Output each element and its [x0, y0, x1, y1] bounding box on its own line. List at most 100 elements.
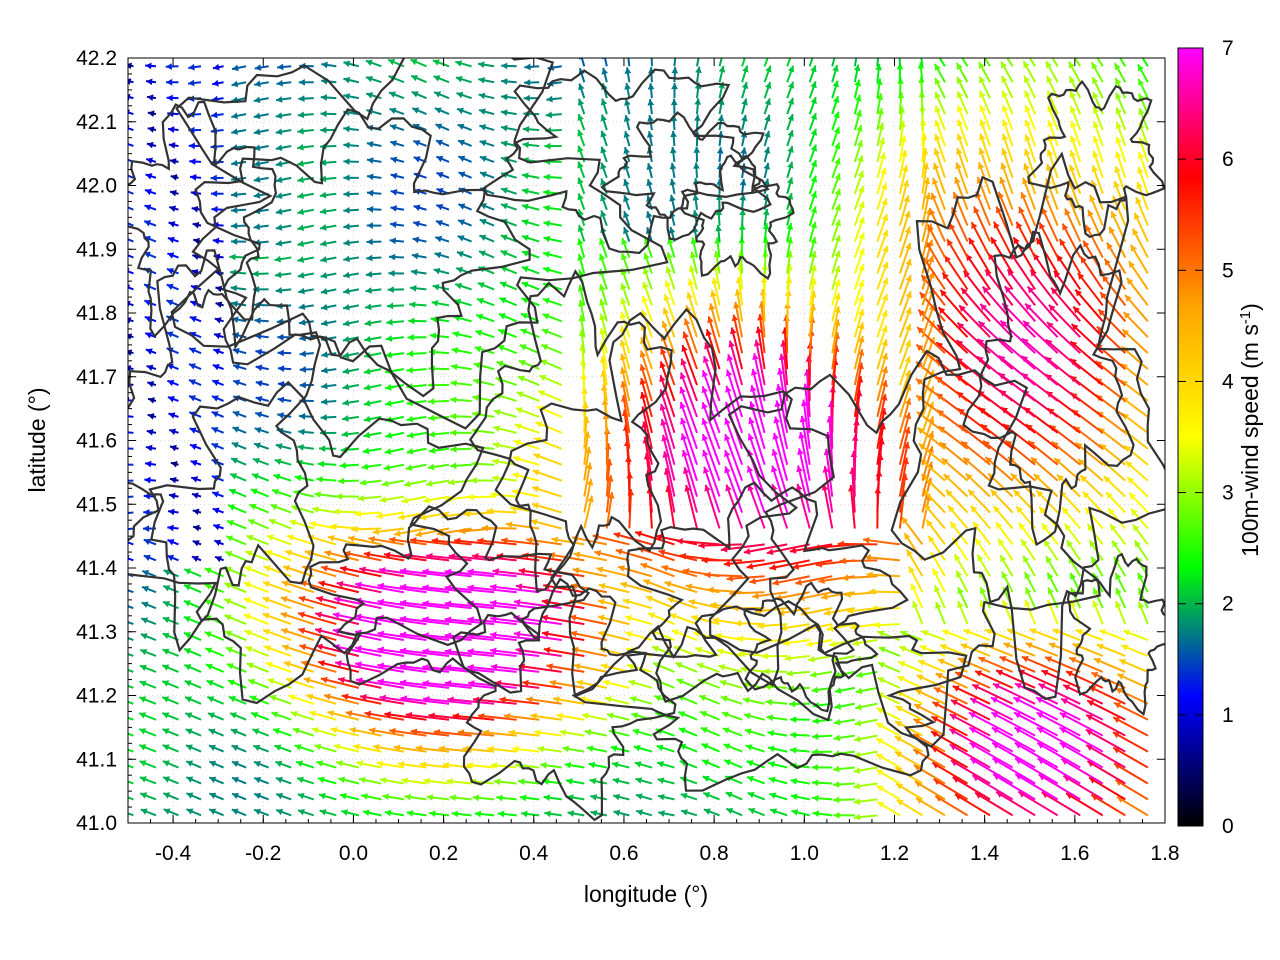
- wind-vector-shaft: [758, 313, 766, 354]
- wind-vector-head: [377, 630, 385, 638]
- wind-vector-head: [634, 761, 642, 768]
- wind-vector-head: [788, 49, 794, 56]
- wind-vector-head: [343, 174, 350, 182]
- wind-vector-head: [253, 191, 261, 199]
- wind-vector-head: [147, 110, 155, 118]
- wind-vector-head: [163, 601, 170, 608]
- wind-vector-head: [905, 323, 912, 331]
- colorbar-title: 100m-wind speed (m s-1): [1237, 303, 1264, 557]
- wind-vector-head: [298, 413, 306, 420]
- wind-vector-head: [856, 671, 863, 679]
- wind-vector-head: [1092, 587, 1100, 595]
- wind-vector-head: [364, 710, 372, 718]
- wind-vector-shaft: [853, 362, 863, 402]
- wind-vector-head: [577, 225, 585, 233]
- wind-vector-head: [1024, 119, 1031, 127]
- wind-vector-shaft: [949, 713, 991, 737]
- wind-vector-head: [800, 399, 808, 407]
- wind-vector-shaft: [970, 221, 991, 259]
- wind-vector-shaft: [822, 483, 834, 529]
- y-tick-label: 41.8: [76, 302, 117, 325]
- wind-vector-head: [189, 347, 197, 354]
- wind-vector-shaft: [1085, 744, 1126, 769]
- wind-vector-head: [978, 62, 985, 70]
- wind-vector-shaft: [956, 322, 991, 354]
- wind-vector-shaft: [332, 613, 382, 626]
- wind-vector-head: [903, 195, 910, 203]
- colorbar-tick-label: 6: [1222, 148, 1234, 171]
- wind-vector-head: [692, 194, 700, 201]
- wind-vector-head: [454, 298, 462, 306]
- wind-vector-head: [572, 567, 580, 574]
- wind-vector-head: [448, 478, 455, 486]
- wind-vector-head: [254, 333, 262, 340]
- wind-vector-head: [231, 80, 239, 88]
- wind-vector-head: [622, 598, 630, 605]
- wind-vector-head: [1134, 212, 1141, 220]
- wind-vector-head: [410, 58, 418, 66]
- wind-vector-head: [811, 779, 819, 787]
- wind-vector-head: [354, 510, 362, 518]
- wind-vector-head: [435, 123, 443, 130]
- wind-vector-head: [212, 379, 220, 386]
- wind-vector-shaft: [746, 559, 788, 569]
- y-tick-label: 41.0: [76, 812, 117, 835]
- wind-vector-head: [450, 396, 457, 404]
- wind-vector-shaft: [410, 730, 450, 737]
- wind-vector-head: [139, 728, 147, 735]
- wind-vector-head: [1138, 601, 1145, 609]
- wind-vector-head: [598, 238, 606, 246]
- wind-vector-head: [977, 162, 985, 170]
- wind-vector-head: [314, 491, 321, 498]
- wind-vector-head: [1114, 166, 1121, 174]
- wind-vector-shaft: [128, 764, 134, 769]
- wind-vector-head: [590, 793, 598, 801]
- wind-vector-head: [600, 194, 607, 202]
- wind-vector-head: [248, 519, 256, 526]
- wind-vector-head: [184, 680, 192, 687]
- wind-vector-head: [734, 289, 742, 296]
- wind-vector-head: [701, 402, 708, 410]
- wind-vector-head: [1021, 656, 1029, 663]
- wind-vector-head: [810, 113, 817, 121]
- wind-vector-shaft: [1013, 711, 1059, 737]
- wind-vector-shaft: [931, 701, 968, 721]
- wind-vector-shaft: [800, 415, 811, 465]
- wind-vector-head: [956, 91, 964, 99]
- wind-vector-head: [383, 551, 391, 559]
- wind-vector-head: [857, 170, 865, 178]
- wind-vector-head: [597, 614, 605, 622]
- wind-vector-head: [881, 214, 889, 222]
- wind-vector-head: [481, 524, 489, 532]
- wind-vector-shaft: [682, 449, 698, 497]
- wind-vector-shaft: [802, 399, 811, 449]
- wind-vector-head: [456, 266, 464, 274]
- wind-vector-head: [602, 679, 610, 687]
- wind-vector-head: [940, 289, 947, 297]
- wind-vector-head: [366, 254, 373, 262]
- wind-vector-head: [882, 277, 889, 285]
- wind-vector-head: [599, 299, 606, 306]
- wind-vector-head: [297, 160, 304, 167]
- wind-vector-head: [208, 744, 216, 751]
- wind-vector-head: [1069, 150, 1076, 158]
- wind-vector-shaft: [640, 377, 653, 418]
- wind-vector-head: [853, 767, 861, 774]
- wind-vector-head: [1110, 211, 1117, 219]
- wind-vector-shaft: [1038, 222, 1059, 259]
- wind-vector-shaft: [422, 601, 472, 610]
- wind-vector-head: [639, 392, 647, 399]
- wind-vector-shaft: [727, 353, 744, 402]
- wind-vector-head: [532, 469, 540, 476]
- wind-vector-head: [399, 663, 407, 671]
- colorbar-title-sup: -1: [1237, 311, 1254, 324]
- wind-vector-head: [521, 188, 529, 195]
- wind-vector-head: [521, 810, 528, 818]
- wind-vector-head: [600, 146, 607, 154]
- wind-vector-shaft: [467, 570, 517, 578]
- wind-vector-head: [1004, 286, 1012, 293]
- terrain-contour: [482, 68, 770, 255]
- wind-vector-head: [343, 239, 350, 247]
- wind-vector-shaft: [683, 467, 698, 513]
- colorbar-tick-label: 4: [1222, 370, 1234, 393]
